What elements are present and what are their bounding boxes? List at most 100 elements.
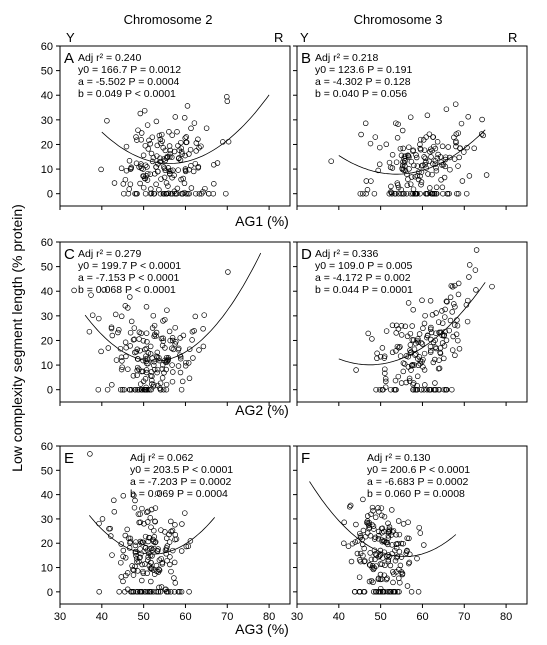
fit-stat: b = 0.040 P = 0.056 [315,88,407,100]
data-point [439,340,446,346]
data-point [400,145,406,152]
y-axis-label: Low complexity segment length (% protein… [9,204,25,472]
data-point [224,94,230,100]
data-point [466,173,473,179]
data-point [154,490,161,496]
data-point [399,571,406,578]
data-point [195,165,201,171]
data-point [368,577,375,584]
y-tick-label: 60 [41,441,53,453]
y-tick-label: 0 [47,385,53,397]
data-point [372,134,379,140]
data-point [145,386,151,393]
data-point [178,589,185,595]
fit-stat: a = -5.502 P = 0.0004 [78,76,180,88]
data-point [356,574,363,580]
data-point [455,190,462,197]
data-point [164,557,170,564]
data-point [441,355,447,362]
data-point [144,589,151,595]
data-point [415,336,421,342]
data-point [439,320,446,326]
data-point [178,386,185,393]
data-point [156,557,163,563]
data-point [463,190,470,197]
data-point [423,159,429,165]
data-point [410,186,417,192]
data-point [149,547,156,553]
data-point [347,502,354,509]
data-point [142,190,149,197]
data-point [163,551,169,557]
data-point [400,540,406,547]
data-point [394,589,401,595]
data-point [478,131,485,137]
data-point [148,545,155,552]
data-point [447,317,454,324]
data-point [430,134,437,140]
data-point [406,166,412,172]
data-point [400,190,406,197]
data-point [141,107,148,114]
data-point [126,186,132,192]
data-point [443,337,450,344]
data-point [200,343,207,350]
data-point [170,346,177,353]
fit-stat: y0 = 199.7 P < 0.0001 [78,260,181,272]
data-point [175,167,181,173]
data-point [385,535,392,541]
data-point [137,347,143,354]
data-point [167,337,173,344]
x-tick-label: 50 [138,611,150,623]
data-point [117,386,124,393]
data-point [398,540,405,547]
data-point [182,152,188,159]
data-point [122,532,129,539]
fit-stat: a = -7.203 P = 0.0002 [130,476,232,488]
fit-stat: b = 0.068 P < 0.0001 [78,284,176,296]
data-point [353,367,359,373]
data-point [371,190,378,197]
data-point [140,152,147,159]
data-point [202,185,208,192]
data-point [113,357,120,363]
data-point [420,137,427,143]
data-point [406,144,412,150]
data-point [383,378,389,385]
data-point [382,366,388,372]
data-point [161,174,168,181]
data-point [86,328,93,335]
data-point [146,137,152,144]
data-point [364,187,371,193]
data-point [160,386,167,393]
data-point [188,185,195,191]
data-point [140,166,146,172]
data-point [134,137,140,143]
data-point [389,349,396,356]
data-point [189,337,195,343]
data-point [415,176,422,183]
y-tick-label: 50 [41,66,53,78]
data-point [425,171,431,177]
data-point [186,151,192,157]
data-point [134,346,141,353]
data-point [393,330,399,336]
data-point [140,338,147,344]
data-point [137,589,143,595]
data-point [451,156,458,162]
data-point [399,127,406,134]
data-point [349,540,356,547]
data-point [398,380,405,386]
data-point [148,369,155,375]
panel-letter: B [301,50,311,67]
data-point [195,136,201,143]
data-point [136,519,142,526]
data-point [360,527,367,534]
data-point [453,131,460,137]
data-point [145,508,151,515]
data-point [418,163,425,169]
data-points [341,496,427,595]
data-point [127,329,134,336]
data-point [164,589,170,595]
